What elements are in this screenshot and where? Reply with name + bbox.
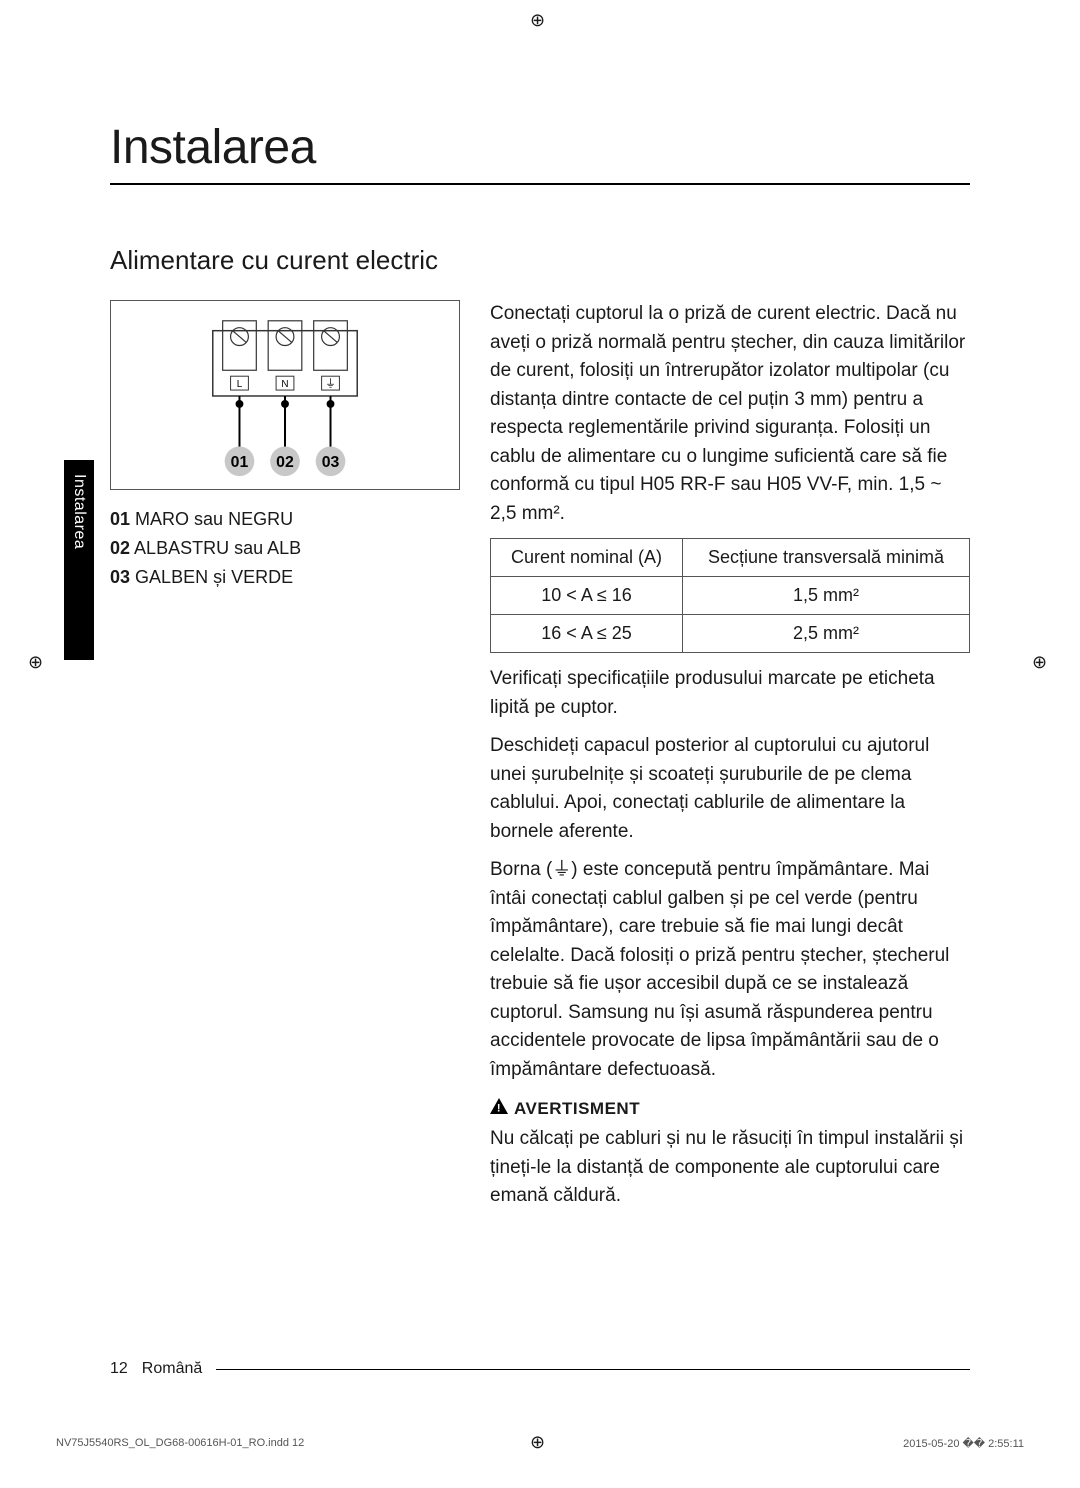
svg-text:L: L xyxy=(237,379,243,390)
table-header: Secțiune transversală minimă xyxy=(683,539,970,577)
paragraph: Deschideți capacul posterior al cuptorul… xyxy=(490,732,970,846)
spec-table: Curent nominal (A) Secțiune transversală… xyxy=(490,538,970,653)
wire-legend-item: 01 MARO sau NEGRU xyxy=(110,506,470,533)
warning-icon: ! xyxy=(490,1098,508,1119)
wire-legend-item: 02 ALBASTRU sau ALB xyxy=(110,535,470,562)
svg-text:02: 02 xyxy=(276,454,294,471)
title-underline xyxy=(110,183,970,185)
footer-rule xyxy=(216,1369,970,1370)
svg-text:N: N xyxy=(281,379,288,390)
table-header: Curent nominal (A) xyxy=(491,539,683,577)
warning-header: ! AVERTISMENT xyxy=(490,1098,970,1119)
warning-text: Nu călcați pe cabluri și nu le răsuciți … xyxy=(490,1125,970,1211)
table-row: 10 < A ≤ 16 1,5 mm² xyxy=(491,577,970,615)
svg-text:!: ! xyxy=(497,1103,501,1115)
paragraph: Conectați cuptorul la o priză de curent … xyxy=(490,300,970,528)
page-number: 12 xyxy=(110,1360,128,1378)
wiring-diagram: L N ⏚ 01 02 xyxy=(110,300,460,490)
page-footer: 12 Română xyxy=(110,1360,970,1378)
wire-legend-item: 03 GALBEN și VERDE xyxy=(110,564,470,591)
table-row: 16 < A ≤ 25 2,5 mm² xyxy=(491,615,970,653)
page-title: Instalarea xyxy=(110,120,970,175)
print-metadata: NV75J5540RS_OL_DG68-00616H-01_RO.indd 12… xyxy=(56,1437,1024,1450)
svg-text:03: 03 xyxy=(322,454,340,471)
page-language: Română xyxy=(142,1360,202,1378)
svg-text:01: 01 xyxy=(231,454,249,471)
paragraph: Borna (⏚) este concepută pentru împământ… xyxy=(490,856,970,1084)
wire-legend: 01 MARO sau NEGRU 02 ALBASTRU sau ALB 03… xyxy=(110,506,470,591)
svg-text:⏚: ⏚ xyxy=(325,377,336,390)
paragraph: Verificați specificațiile produsului mar… xyxy=(490,665,970,722)
section-title: Alimentare cu curent electric xyxy=(110,245,970,276)
